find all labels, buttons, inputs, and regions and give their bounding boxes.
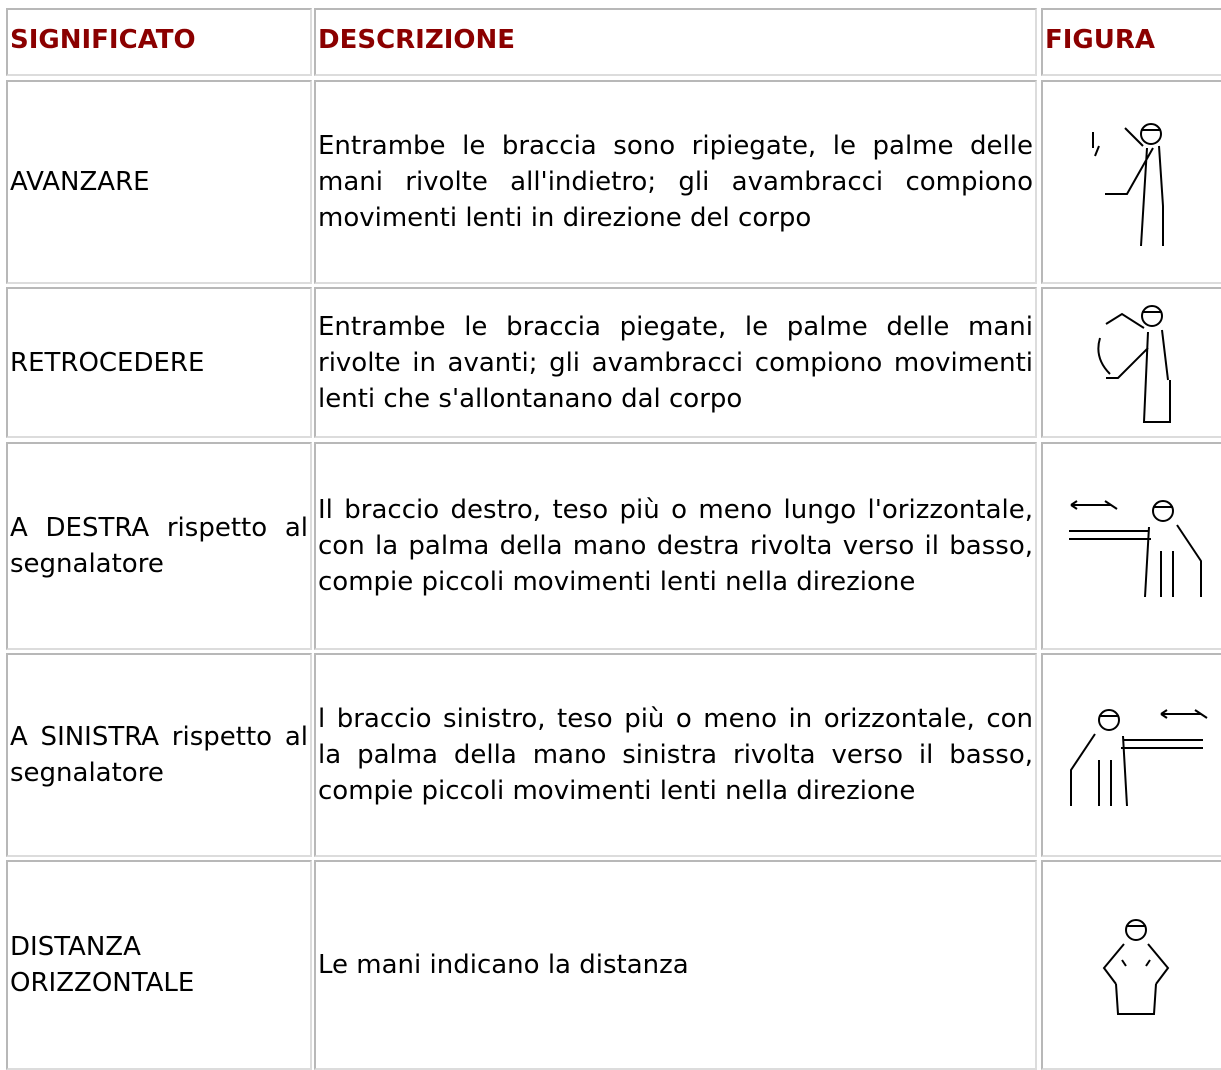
description-cell: Entrambe le braccia sono ripiegate, le p… xyxy=(314,80,1037,284)
meaning: DISTANZA ORIZZONTALE xyxy=(10,932,195,998)
signal-figure xyxy=(1069,500,1202,598)
signal-figure xyxy=(1070,709,1208,807)
figure-cell xyxy=(1041,653,1221,857)
description-cell: Entrambe le braccia piegate, le palme de… xyxy=(314,287,1037,438)
header-cell: SIGNIFICATO xyxy=(6,8,312,76)
meaning-cell: DISTANZA ORIZZONTALE xyxy=(6,860,312,1070)
description-cell: Le mani indicano la distanza xyxy=(314,860,1037,1070)
meaning-cell: AVANZARE xyxy=(6,80,312,284)
description: Le mani indicano la distanza xyxy=(318,950,689,980)
meaning-cell: A DESTRA rispetto al segnalatore xyxy=(6,442,312,650)
meaning-cell: A SINISTRA rispetto al segnalatore xyxy=(6,653,312,857)
meaning: A SINISTRA rispetto al segnalatore xyxy=(10,722,308,788)
header-cell: FIGURA xyxy=(1041,8,1221,76)
meaning-cell: RETROCEDERE xyxy=(6,287,312,438)
header-cell: DESCRIZIONE xyxy=(314,8,1037,76)
header-text: DESCRIZIONE xyxy=(318,25,515,55)
signal-figure xyxy=(1097,304,1171,423)
meaning: AVANZARE xyxy=(10,167,150,197)
signal-figure xyxy=(1092,123,1164,247)
figure-cell xyxy=(1041,287,1221,438)
description-cell: Il braccio destro, teso più o meno lungo… xyxy=(314,442,1037,650)
description: Il braccio destro, teso più o meno lungo… xyxy=(318,495,1033,597)
signal-figure xyxy=(1102,919,1170,1015)
header-text: SIGNIFICATO xyxy=(10,25,196,55)
figure-cell xyxy=(1041,80,1221,284)
description: l braccio sinistro, teso più o meno in o… xyxy=(318,704,1033,806)
meaning: RETROCEDERE xyxy=(10,347,205,378)
description: Entrambe le braccia sono ripiegate, le p… xyxy=(318,131,1033,233)
header-text: FIGURA xyxy=(1045,25,1156,55)
meaning: A DESTRA rispetto al segnalatore xyxy=(10,513,308,579)
figure-cell xyxy=(1041,442,1221,650)
figure-cell xyxy=(1041,860,1221,1070)
description: Entrambe le braccia piegate, le palme de… xyxy=(318,311,1033,414)
description-cell: l braccio sinistro, teso più o meno in o… xyxy=(314,653,1037,857)
